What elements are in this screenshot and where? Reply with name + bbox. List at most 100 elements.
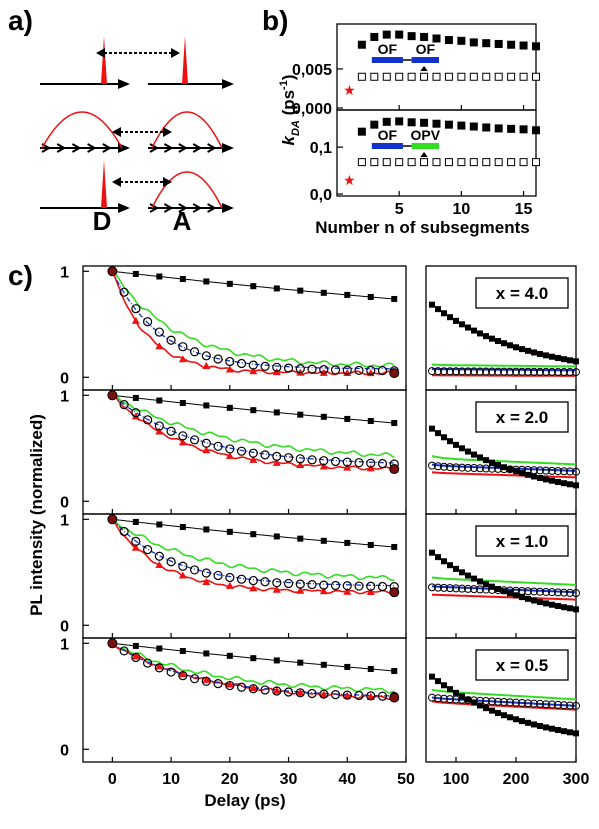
c-right-black-square-point	[483, 457, 489, 464]
c-right-black-square-point	[477, 454, 483, 461]
a-row3-donor-spike	[101, 160, 107, 208]
c-open-circle-point	[189, 565, 200, 575]
c-right-black-square-point	[453, 441, 459, 448]
c-open-circle-point	[119, 400, 129, 410]
b-open-square-point	[532, 158, 540, 167]
b-inset-donor-bar	[371, 143, 403, 149]
c-black-square-point	[273, 533, 280, 540]
c-black-square-point	[179, 524, 186, 531]
c-right-black-square-point	[549, 477, 555, 484]
b-inset-acceptor-bar	[411, 143, 439, 149]
a-row3-donor-axis-head	[118, 203, 130, 213]
c-black-square-point	[273, 409, 280, 416]
c-open-circle-point	[354, 365, 364, 375]
c-right-open-circle-point	[542, 700, 550, 709]
c-open-circle-point	[319, 456, 329, 466]
c-right-open-circle-point	[434, 583, 442, 592]
c-black-square-point	[367, 417, 374, 424]
c-right-open-circle-point	[494, 464, 502, 473]
b-filled-square-point	[444, 120, 453, 129]
c-open-circle-point	[377, 459, 388, 469]
b-ytick-label: 0,005	[292, 62, 332, 79]
c-black-square-point	[250, 655, 257, 662]
c-right-open-circle-point	[440, 583, 448, 592]
c-right-green-line	[431, 576, 576, 586]
a-row3-acceptor-arc	[151, 171, 223, 209]
c-right-open-circle-point	[428, 367, 436, 376]
c-red-triangle-point	[178, 670, 187, 678]
c-right-open-circle-point	[500, 586, 508, 595]
donor-label: D	[93, 206, 112, 236]
b-filled-square-point	[494, 39, 503, 48]
c-right-open-circle-point	[434, 694, 442, 703]
c-black-square-point	[320, 661, 327, 668]
acceptor-label: A	[173, 206, 192, 236]
c-green-line	[111, 270, 395, 368]
c-black-square-point	[132, 518, 139, 525]
c-right-open-circle-point	[560, 467, 568, 476]
c-black-square-point	[179, 648, 186, 655]
a-row2-acceptor-axis-head	[222, 143, 234, 153]
c-black-square-point	[391, 295, 398, 302]
c-right-black-square-point	[501, 712, 507, 719]
c-open-circle-point	[307, 455, 317, 465]
c-open-circle-point	[319, 689, 329, 699]
b-inset-donor-bar	[371, 57, 403, 63]
b-filled-square-point	[519, 41, 528, 50]
a-row2-donor-axis-tick	[102, 143, 112, 153]
b-filled-square-point	[432, 119, 441, 128]
a-row3-acceptor-axis-tick	[192, 203, 203, 213]
c-red-triangle-point	[225, 680, 234, 688]
c-left-xtick-label: 20	[221, 771, 239, 788]
b-open-square-point	[507, 158, 516, 167]
b-inset-marker-triangle	[420, 66, 428, 71]
c-right-open-circle-point	[470, 696, 478, 705]
c-right-open-circle-point	[506, 698, 514, 707]
b-filled-square-point	[382, 30, 391, 39]
c-black-square-point	[297, 411, 304, 418]
b-inset-acceptor-bar	[411, 57, 439, 63]
c-red-triangle-point	[249, 455, 258, 463]
c-right-open-circle-point	[434, 367, 442, 376]
c-open-circle-point	[330, 580, 341, 591]
b-xtick-label: 15	[515, 201, 533, 218]
c-black-square-point	[250, 283, 257, 290]
c-right-black-square-point	[447, 562, 453, 569]
c-open-circle-point	[143, 317, 153, 327]
b-filled-square-point	[507, 124, 516, 133]
c-right-open-circle-point	[524, 699, 532, 708]
c-left-xtick-label: 0	[108, 771, 117, 788]
c-right-open-circle-point	[434, 462, 442, 471]
c-right-open-circle-point	[452, 695, 460, 704]
b-filled-square-point	[420, 32, 429, 41]
c-right-open-circle-point	[470, 585, 478, 594]
c-right-open-circle-point	[548, 466, 556, 475]
c-end-point	[389, 587, 400, 598]
c-right-open-circle-point	[554, 367, 562, 376]
c-right-open-circle-point	[428, 461, 436, 470]
c-open-circle-point	[330, 690, 341, 700]
c-ytick-label: 0	[60, 494, 69, 511]
b-open-square-point	[482, 158, 491, 167]
c-open-circle-point	[189, 347, 200, 357]
c-right-open-circle-point	[560, 367, 568, 376]
c-x-value-label: x = 0.5	[496, 656, 548, 675]
c-start-point	[107, 390, 118, 401]
c-black-square-point	[320, 413, 327, 420]
c-right-black-square-point	[513, 592, 519, 599]
b-filled-square-point	[407, 118, 416, 127]
b-filled-square-point	[532, 126, 540, 135]
b-open-square-point	[432, 158, 441, 167]
c-black-square-point	[179, 400, 186, 407]
c-red-triangle-point	[225, 581, 234, 589]
c-open-circle-point	[225, 680, 235, 691]
a-row3-coupling-arrow-left-head	[112, 177, 121, 187]
c-right-black-square-point	[525, 471, 531, 478]
b-filled-square-point	[407, 32, 416, 41]
a-row2-acceptor-axis-tick	[178, 143, 188, 153]
c-right-open-circle-point	[548, 367, 556, 376]
c-red-triangle-point	[131, 412, 140, 420]
c-right-black-square-point	[465, 324, 471, 331]
